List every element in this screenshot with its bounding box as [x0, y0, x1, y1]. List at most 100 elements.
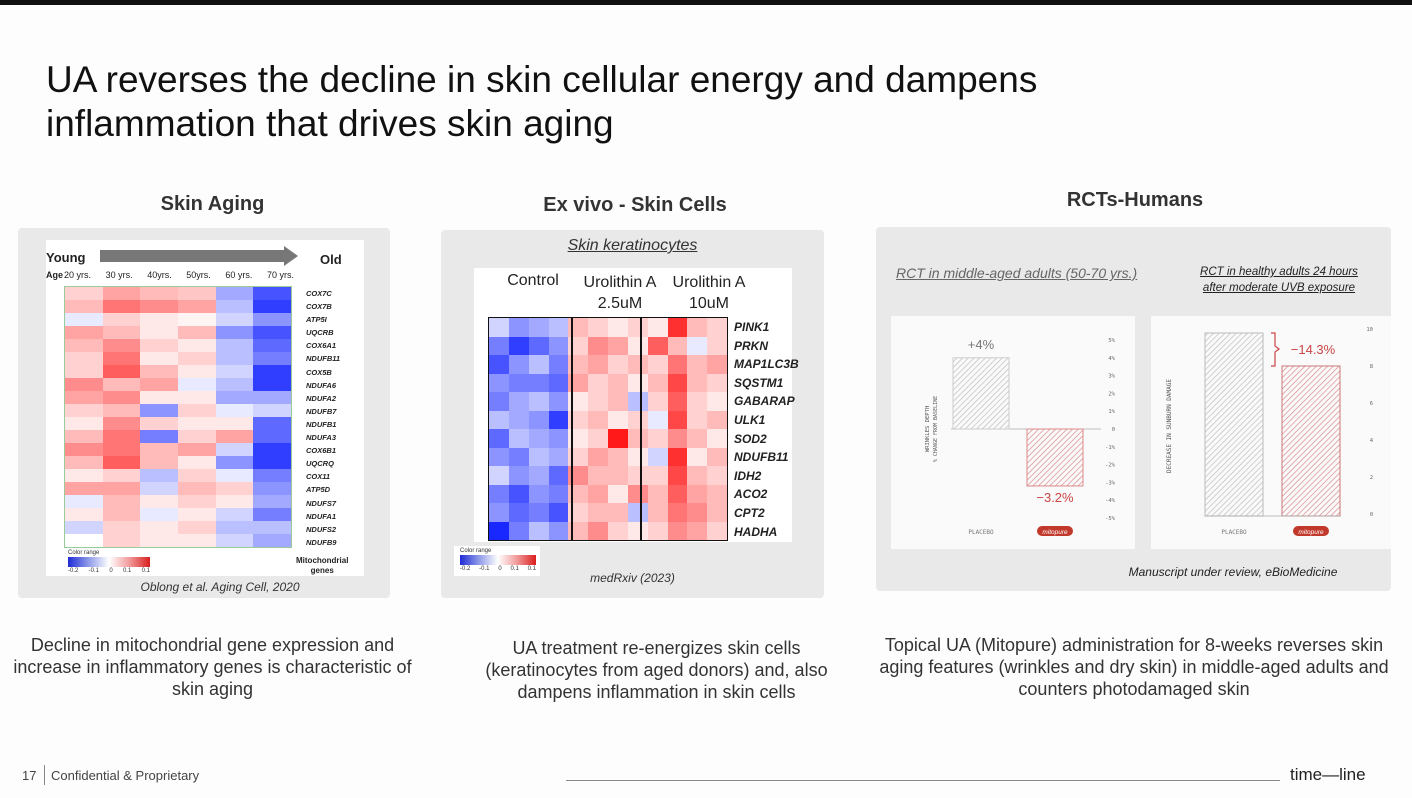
- mito-heatmap-cell: [253, 391, 291, 404]
- keratinocyte-heatmap-cell: [588, 373, 608, 392]
- wrinkles-tick-label: 2%: [1108, 391, 1115, 397]
- rct-source: Manuscript under review, eBioMedicine: [1128, 565, 1338, 579]
- keratinocytes-subtitle: Skin keratinocytes: [567, 237, 698, 254]
- sunburn-axis-ticks: 10 8 6 4 2 0: [1366, 327, 1373, 518]
- mito-heatmap-cell: [140, 326, 178, 339]
- mito-gene-list: COX7C COX7B ATP5I UQCRB COX6A1 NDUFB11 COX5B ND…: [306, 287, 366, 549]
- wrinkles-tick-label: -5%: [1105, 516, 1116, 522]
- keratinocyte-heatmap-cell: [647, 503, 668, 522]
- mito-heatmap-cell: [102, 339, 141, 352]
- age-tick-label: 40yrs.: [147, 270, 172, 280]
- sunburn-tick-label: 8: [1370, 364, 1373, 370]
- keratinocyte-heatmap-cell: [647, 447, 668, 466]
- keratinocyte-gene-label: MAP1LC3B: [734, 357, 799, 372]
- timeline-logo: time—line: [1290, 765, 1366, 784]
- mito-heatmap-cell: [65, 391, 103, 404]
- keratinocyte-heatmap-cell: [687, 466, 708, 485]
- keratinocyte-gene-label: GABARAP: [734, 394, 795, 409]
- keratinocyte-heatmap-cell: [528, 373, 549, 392]
- ua-high-label: Urolithin A 10uM: [664, 272, 754, 314]
- mito-gene-label: COX7B: [306, 302, 332, 312]
- mito-heatmap-cell: [102, 521, 141, 534]
- mito-heatmap-cell: [215, 300, 254, 313]
- wrinkles-axis-ticks: 5% 4% 3% 2% 1% 0 -1% -2% -3% -4% -5%: [1105, 338, 1116, 522]
- heading-skin-aging: Skin Aging: [160, 193, 265, 215]
- keratinocyte-heatmap-cell: [627, 429, 648, 448]
- keratinocyte-gene-label: ULK1: [734, 412, 766, 427]
- keratinocyte-heatmap-cell: [707, 484, 727, 503]
- keratinocyte-heatmap-cell: [608, 336, 628, 355]
- mito-heatmap-cell: [102, 430, 141, 443]
- sunburn-tick-label: 6: [1370, 401, 1373, 407]
- mito-heatmap-cell: [65, 339, 103, 352]
- mito-heatmap-cell: [140, 339, 178, 352]
- ua-low-line2: 2.5uM: [597, 295, 643, 312]
- keratinocyte-heatmap-cell: [667, 466, 688, 485]
- mito-heatmap-cell: [140, 443, 178, 456]
- mito-heatmap-cell: [215, 417, 254, 430]
- keratinocyte-heatmap-cell: [627, 503, 648, 522]
- mitopure-badge-text-2: mitopure: [1298, 529, 1324, 536]
- keratinocyte-heatmap-cell: [508, 392, 529, 411]
- keratinocyte-heatmap-cell: [548, 484, 569, 503]
- mito-heatmap-cell: [178, 508, 216, 521]
- mito-gene-label: COX6B1: [306, 446, 337, 456]
- keratinocyte-heatmap-cell: [647, 466, 668, 485]
- mito-heatmap-cell: [178, 469, 216, 482]
- rct-right-subtitle-line1: RCT in healthy adults 24 hours: [1200, 266, 1358, 278]
- color-range-label-2: Color range: [460, 548, 492, 554]
- young-label: Young: [46, 250, 86, 265]
- mito-heatmap-cell: [65, 404, 103, 417]
- mito-heatmap-cell: [178, 300, 216, 313]
- mito-heatmap-cell: [178, 365, 216, 378]
- keratinocyte-heatmap-cell: [568, 503, 589, 522]
- keratinocyte-heatmap-cell: [667, 355, 688, 374]
- keratinocyte-heatmap-cell: [608, 410, 628, 429]
- mito-heatmap-cell: [215, 521, 254, 534]
- keratinocyte-heatmap-cell: [608, 466, 628, 485]
- age-tick-label: 60 yrs.: [225, 270, 253, 280]
- wrinkles-tick-label: 0: [1112, 427, 1115, 433]
- mito-heatmap-cell: [215, 482, 254, 495]
- keratinocyte-heatmap-cell: [489, 503, 509, 522]
- keratinocyte-heatmap-cell: [548, 429, 569, 448]
- keratinocyte-heatmap-cell: [707, 503, 727, 522]
- keratinocyte-heatmap-cell: [489, 429, 509, 448]
- mito-heatmap-cell: [253, 534, 291, 547]
- mito-heatmap-cell: [215, 326, 254, 339]
- keratinocyte-heatmap-cell: [608, 484, 628, 503]
- keratinocyte-heatmap-cell: [588, 466, 608, 485]
- keratinocyte-heatmap-cell: [687, 355, 708, 374]
- keratinocyte-heatmap-cell: [707, 410, 727, 429]
- keratinocyte-heatmap-cell: [627, 447, 648, 466]
- mito-heatmap-cell: [65, 326, 103, 339]
- age-tick-label: 70 yrs.: [266, 270, 294, 280]
- keratinocyte-heatmap-cell: [627, 410, 648, 429]
- mito-heatmap-cell: [178, 339, 216, 352]
- mito-heatmap-cell: [65, 495, 103, 508]
- mito-heatmap-cell: [253, 469, 291, 482]
- keratinocyte-heatmap-cell: [647, 318, 668, 337]
- keratinocyte-heatmap-cell: [568, 318, 589, 337]
- keratinocyte-gene-label: SOD2: [734, 431, 767, 446]
- mito-heatmap-cell: [140, 430, 178, 443]
- wrinkles-tick-label: 3%: [1108, 374, 1115, 380]
- keratinocyte-heatmap-cell: [528, 392, 549, 411]
- skin-aging-source: Oblong et al. Aging Cell, 2020: [140, 580, 300, 594]
- mito-heatmap-cell: [140, 417, 178, 430]
- keratinocyte-heatmap-cell: [608, 447, 628, 466]
- keratinocyte-gene-label: ACO2: [734, 487, 768, 502]
- keratinocyte-heatmap-cell: [588, 447, 608, 466]
- keratinocyte-heatmap-cell: [608, 429, 628, 448]
- mito-heatmap-cell: [65, 300, 103, 313]
- mito-heatmap-cell: [102, 469, 141, 482]
- keratinocyte-heatmap-cell: [489, 447, 509, 466]
- keratinocyte-heatmap-cell: [489, 373, 509, 392]
- wrinkles-chart: +4% −3.2% 5% 4% 3% 2% 1% 0 -1% -2% -3% -4% -5% WRI…: [891, 316, 1135, 549]
- keratinocyte-heatmap-cell: [667, 392, 688, 411]
- age-tick-label: 20 yrs.: [64, 270, 92, 280]
- keratinocyte-heatmap-cell: [548, 336, 569, 355]
- mito-gene-label: UQCRB: [306, 328, 334, 338]
- keratinocyte-heatmap-cell: [508, 447, 529, 466]
- keratinocyte-heatmap-cell: [687, 373, 708, 392]
